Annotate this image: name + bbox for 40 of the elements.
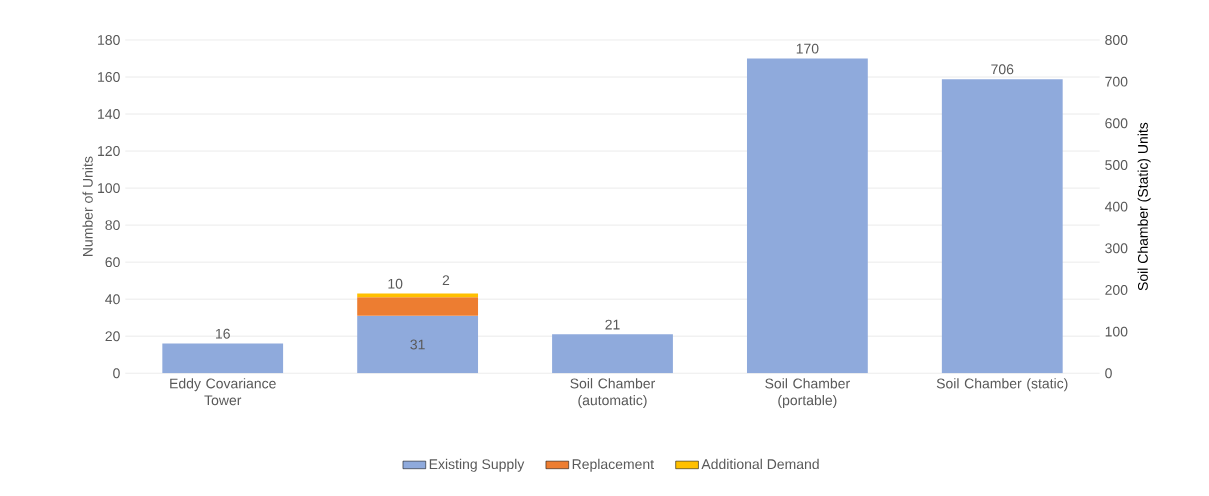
y2-tick-label: 100	[1105, 326, 1128, 337]
data-label: 10	[388, 278, 403, 289]
data-label: 16	[216, 328, 230, 339]
legend-label: Additional Demand	[701, 458, 819, 470]
data-label: 21	[605, 319, 620, 330]
y-tick-label: 180	[98, 35, 120, 46]
y-tick-label: 160	[98, 72, 120, 83]
y-tick-label: 140	[98, 109, 120, 120]
y2-tick-label: 0	[1105, 368, 1112, 379]
y-tick-label: 100	[98, 183, 120, 194]
y-tick-label: 120	[98, 146, 120, 157]
y2-tick-label: 700	[1105, 76, 1128, 87]
bar	[552, 334, 673, 374]
y2-tick-label: 500	[1105, 160, 1128, 170]
y2-tick-label: 200	[1105, 285, 1128, 295]
y-tick-label: 60	[105, 257, 120, 268]
data-label: 31	[410, 339, 425, 350]
y2-tick-label: 400	[1104, 201, 1128, 212]
bar	[162, 343, 284, 374]
legend-label: Replacement	[572, 458, 654, 472]
y2-tick-label: 600	[1105, 118, 1128, 129]
data-label: 706	[991, 64, 1014, 75]
y-tick-label: 40	[105, 294, 120, 305]
y2-tick-label: 300	[1105, 243, 1128, 254]
x-tick-label: Eddy Covariance Tower	[170, 378, 276, 406]
bar	[357, 315, 479, 374]
data-label: 2	[442, 275, 450, 286]
y-tick-label: 0	[113, 368, 120, 379]
legend-label: Existing Supply	[429, 458, 525, 472]
y-tick-label: 80	[105, 220, 120, 231]
y2-axis-title: Soil Chamber (Static) Units	[1137, 122, 1151, 291]
x-tick-label: Soil Chamber (portable)	[765, 378, 850, 409]
y-tick-label: 20	[105, 331, 120, 342]
bar	[357, 297, 479, 316]
y-axis-title: Number of Units	[82, 156, 93, 257]
x-tick-label: Soil Chamber (static)	[936, 378, 1068, 392]
y2-tick-label: 800	[1105, 35, 1128, 46]
data-label: 170	[796, 43, 819, 54]
bar	[746, 58, 868, 374]
x-tick-label: Soil Chamber (automatic)	[570, 378, 656, 409]
